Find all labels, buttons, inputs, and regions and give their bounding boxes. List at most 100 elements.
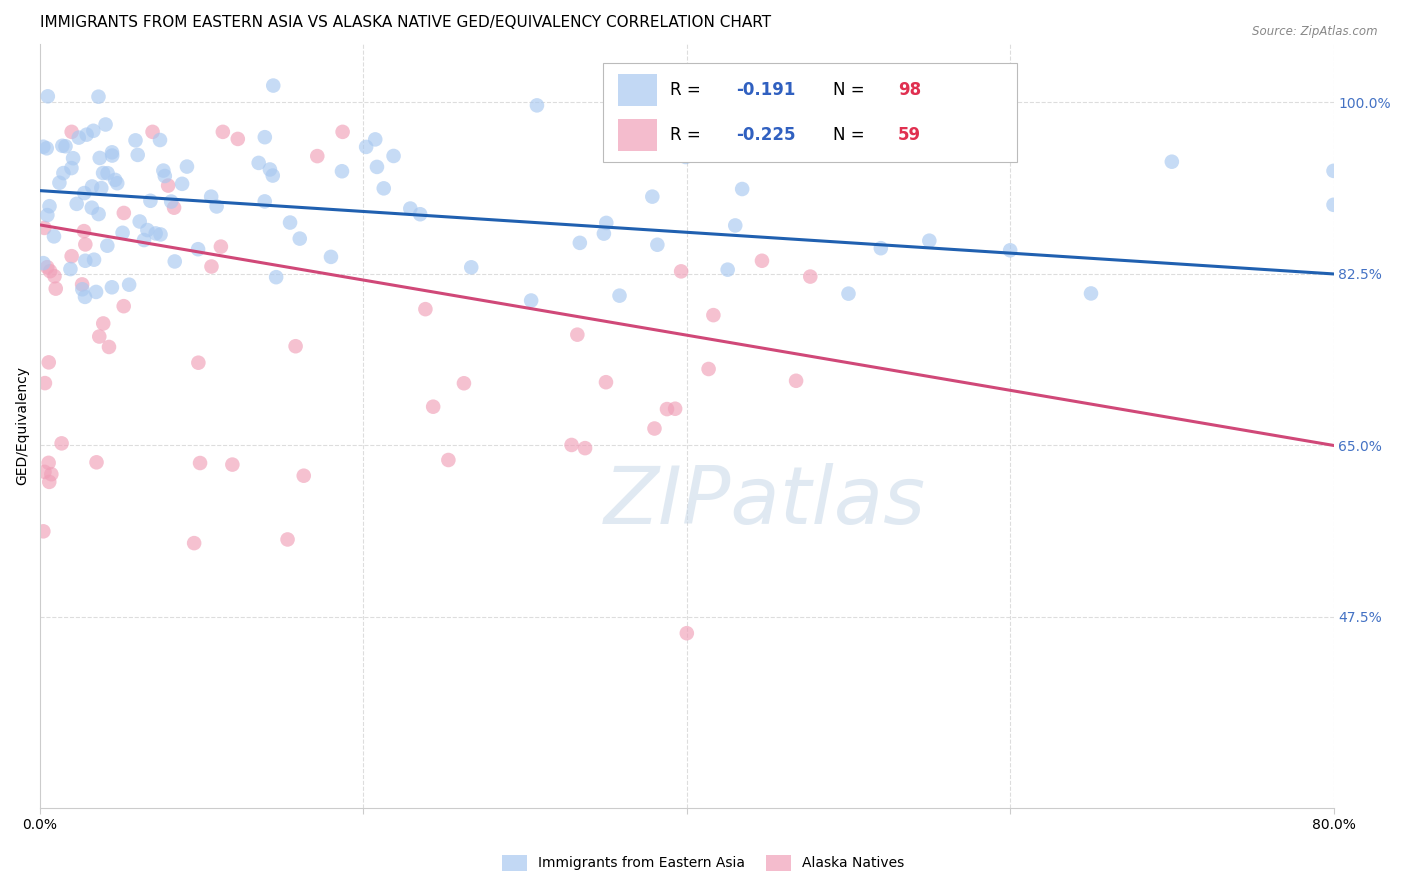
Point bbox=[998, 244, 1021, 258]
Point bbox=[574, 441, 596, 455]
Point bbox=[567, 327, 589, 342]
Point bbox=[149, 227, 172, 242]
Point bbox=[253, 130, 276, 145]
Point bbox=[595, 375, 617, 389]
Text: ZIPatlas: ZIPatlas bbox=[603, 463, 925, 541]
Point bbox=[869, 241, 891, 255]
Point bbox=[145, 227, 167, 241]
Point bbox=[52, 166, 75, 180]
Point bbox=[160, 194, 183, 209]
Point bbox=[453, 376, 475, 391]
Text: N =: N = bbox=[832, 81, 870, 99]
Point bbox=[39, 264, 62, 278]
Point bbox=[82, 179, 104, 194]
Point bbox=[409, 207, 432, 221]
Point bbox=[83, 252, 105, 267]
Point bbox=[101, 280, 124, 294]
Point bbox=[118, 277, 141, 292]
Point bbox=[124, 133, 146, 147]
Point bbox=[437, 453, 460, 467]
Point bbox=[655, 402, 678, 417]
Point bbox=[72, 282, 94, 296]
Point bbox=[51, 138, 73, 153]
Point bbox=[80, 201, 103, 215]
Point bbox=[41, 467, 63, 482]
Point bbox=[55, 139, 77, 153]
Point bbox=[205, 199, 228, 213]
Text: 59: 59 bbox=[897, 127, 921, 145]
Text: Source: ZipAtlas.com: Source: ZipAtlas.com bbox=[1253, 25, 1378, 38]
Point bbox=[32, 524, 55, 539]
Point bbox=[247, 156, 270, 170]
Point bbox=[382, 149, 405, 163]
Point bbox=[664, 401, 686, 416]
Point bbox=[609, 288, 631, 302]
Point bbox=[59, 262, 82, 277]
Point bbox=[96, 238, 118, 252]
Point bbox=[837, 286, 859, 301]
Point bbox=[330, 164, 353, 178]
Point bbox=[837, 125, 859, 139]
Point bbox=[751, 253, 773, 268]
Text: N =: N = bbox=[832, 127, 870, 145]
Point bbox=[593, 227, 616, 241]
Point bbox=[127, 148, 149, 162]
Point bbox=[278, 215, 301, 229]
Point bbox=[422, 400, 444, 414]
Point bbox=[42, 229, 65, 244]
Point bbox=[136, 223, 159, 237]
Point bbox=[35, 141, 58, 155]
Point bbox=[675, 626, 697, 640]
Point bbox=[332, 125, 354, 139]
Point bbox=[264, 270, 287, 285]
Point bbox=[94, 118, 117, 132]
Point bbox=[183, 536, 205, 550]
Point bbox=[209, 239, 232, 253]
Point bbox=[221, 458, 243, 472]
Point bbox=[38, 355, 60, 369]
Point bbox=[785, 374, 807, 388]
Point bbox=[176, 160, 198, 174]
Point bbox=[142, 125, 165, 139]
Y-axis label: GED/Equivalency: GED/Equivalency bbox=[15, 367, 30, 485]
Point bbox=[97, 166, 120, 180]
Point bbox=[34, 221, 56, 235]
Legend: Immigrants from Eastern Asia, Alaska Natives: Immigrants from Eastern Asia, Alaska Nat… bbox=[496, 849, 910, 876]
Point bbox=[89, 329, 111, 343]
Point bbox=[731, 182, 754, 196]
Point bbox=[86, 455, 108, 469]
Point bbox=[277, 533, 299, 547]
Point bbox=[84, 285, 107, 299]
Point bbox=[101, 148, 124, 162]
Point bbox=[799, 269, 821, 284]
Text: IMMIGRANTS FROM EASTERN ASIA VS ALASKA NATIVE GED/EQUIVALENCY CORRELATION CHART: IMMIGRANTS FROM EASTERN ASIA VS ALASKA N… bbox=[41, 15, 772, 30]
Point bbox=[595, 216, 617, 230]
Point bbox=[105, 176, 128, 190]
Point bbox=[1322, 198, 1344, 212]
Point bbox=[163, 201, 186, 215]
Point bbox=[188, 456, 211, 470]
Point bbox=[70, 277, 93, 292]
Point bbox=[200, 260, 222, 274]
Point bbox=[139, 194, 162, 208]
Point bbox=[48, 176, 70, 190]
Point bbox=[211, 125, 233, 139]
Point bbox=[163, 254, 186, 268]
Point bbox=[262, 78, 284, 93]
Point bbox=[60, 125, 83, 139]
Point bbox=[89, 151, 111, 165]
Text: -0.225: -0.225 bbox=[735, 127, 796, 145]
Text: R =: R = bbox=[671, 127, 706, 145]
Point bbox=[101, 145, 124, 160]
Point bbox=[152, 163, 174, 178]
Point bbox=[259, 162, 281, 177]
Point bbox=[675, 150, 697, 164]
Point bbox=[187, 242, 209, 256]
Point bbox=[288, 232, 311, 246]
Point bbox=[292, 468, 315, 483]
Point bbox=[1322, 164, 1344, 178]
Point bbox=[702, 308, 724, 322]
Point bbox=[354, 140, 377, 154]
Text: 98: 98 bbox=[897, 81, 921, 99]
Text: -0.191: -0.191 bbox=[735, 81, 796, 99]
